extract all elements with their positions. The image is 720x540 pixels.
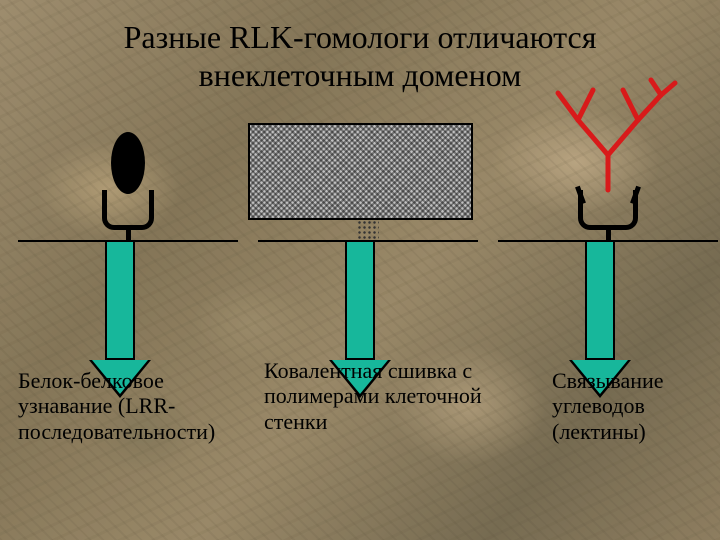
receptor-panel-wall [258,120,478,510]
covalent-link-dots-icon [357,220,379,242]
protein-ligand-icon [111,132,145,194]
caption-lrr: Белок-белковое узнавание (LRR-последоват… [18,368,248,444]
receptor-panel-lrr [18,120,238,510]
cell-wall-hatch-box [248,123,473,220]
extracellular-domain-bracket [578,190,638,242]
title-line-2: внеклеточным доменом [199,57,522,93]
receptor-panel-lectin [498,120,718,510]
title-line-1: Разные RLK-гомологи отличаются [124,19,597,55]
caption-lectin: Связывание углеводов (лектины) [552,368,712,444]
caption-wall: Ковалентная сшивка с полимерами клеточно… [264,358,484,434]
extracellular-domain-bracket [102,190,154,242]
glycan-ligand-icon [533,75,683,195]
